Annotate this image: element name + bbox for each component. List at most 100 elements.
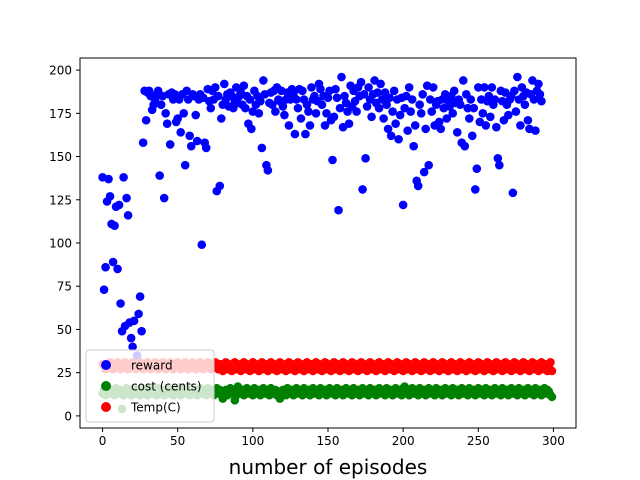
reward-point — [386, 131, 396, 141]
reward-point — [398, 200, 408, 210]
x-tick-label: 150 — [317, 434, 340, 448]
y-tick-label: 125 — [49, 193, 72, 207]
reward-point — [213, 91, 223, 101]
reward-point — [434, 117, 444, 127]
reward-point — [407, 95, 417, 104]
reward-point — [122, 193, 131, 203]
reward-point — [259, 76, 268, 85]
reward-point — [442, 114, 452, 123]
legend: reward cost (cents) Temp(C) — [85, 349, 215, 423]
reward-point — [113, 264, 122, 274]
reward-point — [404, 83, 414, 92]
reward-point — [162, 119, 172, 128]
reward-point — [466, 95, 476, 104]
reward-point — [508, 188, 518, 198]
reward-point — [535, 90, 545, 99]
reward-point — [179, 109, 189, 118]
reward-point — [335, 103, 345, 113]
y-tick-label: 50 — [57, 323, 72, 337]
reward-point — [215, 181, 225, 191]
reward-point — [403, 126, 412, 135]
reward-point — [298, 86, 307, 96]
reward-point — [340, 91, 349, 101]
reward-point — [413, 181, 423, 191]
legend-marker-reward — [101, 360, 111, 370]
reward-point — [385, 93, 394, 103]
reward-point — [418, 90, 427, 99]
reward-point — [467, 131, 477, 141]
reward-point — [504, 110, 513, 120]
reward-point — [511, 107, 521, 116]
reward-point — [362, 102, 372, 111]
reward-point — [455, 100, 465, 109]
reward-point — [256, 96, 265, 106]
reward-point — [108, 257, 118, 267]
reward-point — [206, 103, 216, 113]
reward-point — [257, 143, 267, 153]
reward-point — [344, 119, 354, 128]
x-tick-label: 0 — [99, 434, 107, 448]
plot-area — [98, 72, 557, 414]
reward-point — [510, 86, 519, 96]
reward-point — [374, 103, 384, 113]
reward-point — [290, 129, 300, 139]
reward-point — [529, 95, 539, 104]
reward-point — [197, 240, 207, 250]
x-tick-label: 200 — [392, 434, 415, 448]
legend-label-reward: reward — [131, 359, 173, 373]
reward-point — [472, 164, 482, 173]
legend-label-cost: cost (cents) — [131, 380, 202, 394]
reward-point — [284, 121, 294, 130]
reward-point — [134, 309, 143, 319]
reward-point — [415, 100, 424, 109]
reward-point — [410, 121, 420, 130]
reward-point — [135, 292, 145, 301]
reward-point — [364, 83, 373, 92]
reward-point — [180, 160, 190, 170]
reward-point — [373, 88, 382, 97]
reward-point — [137, 326, 146, 336]
reward-point — [460, 141, 470, 151]
reward-point — [129, 316, 139, 326]
reward-point — [394, 134, 403, 144]
reward-point — [307, 83, 316, 92]
reward-point — [332, 93, 342, 103]
reward-point — [471, 185, 480, 194]
reward-point — [165, 140, 175, 149]
reward-point — [292, 95, 301, 104]
series-reward — [98, 72, 546, 369]
reward-point — [469, 103, 479, 113]
reward-point — [116, 299, 125, 308]
reward-point — [406, 107, 415, 116]
reward-point — [329, 112, 339, 122]
reward-point — [480, 83, 489, 92]
y-tick-label: 75 — [57, 280, 72, 294]
y-axis: 0 25 50 75 100 125 150 175 200 — [49, 64, 80, 423]
reward-point — [311, 109, 321, 118]
reward-point — [516, 121, 525, 130]
reward-point — [101, 262, 110, 272]
y-tick-label: 0 — [64, 409, 72, 423]
reward-point — [513, 72, 522, 82]
reward-point — [449, 86, 459, 96]
reward-point — [191, 110, 201, 120]
reward-point — [495, 160, 504, 170]
reward-point — [331, 84, 340, 94]
reward-point — [320, 121, 330, 130]
reward-point — [114, 200, 124, 210]
reward-point — [427, 107, 437, 116]
reward-point — [119, 173, 128, 182]
reward-point — [464, 114, 474, 123]
reward-point — [278, 102, 288, 111]
reward-point — [280, 110, 289, 120]
reward-point — [192, 136, 202, 146]
reward-point — [334, 205, 343, 215]
temp-point — [547, 366, 557, 376]
reward-point — [534, 79, 543, 89]
reward-point — [245, 95, 255, 104]
reward-point — [474, 83, 483, 92]
reward-point — [186, 141, 196, 151]
reward-point — [141, 115, 151, 125]
reward-point — [126, 333, 136, 343]
